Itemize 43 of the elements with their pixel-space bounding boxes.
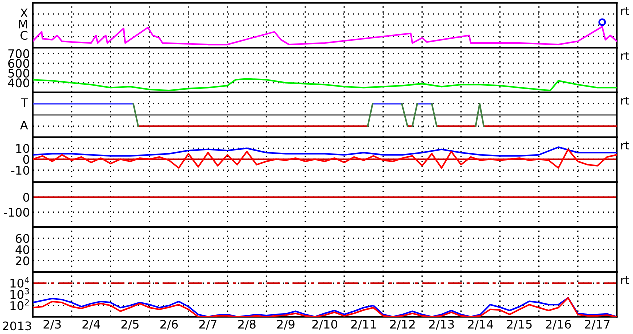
text: T	[21, 98, 28, 108]
x-tick-label: 2/9	[277, 320, 295, 330]
line-series	[33, 148, 617, 169]
text: rt	[622, 142, 630, 150]
x-tick-label: 2/16	[546, 320, 572, 330]
text: rt	[622, 7, 630, 16]
y-tick-label: 600	[8, 59, 30, 68]
y-tick-label: -10	[12, 166, 30, 176]
x-axis-title: 2013	[3, 322, 32, 331]
x-tick-label: 2/5	[122, 320, 139, 330]
y-tick-label: 400	[8, 78, 30, 88]
x-tick-label: 2/11	[352, 320, 376, 330]
text: rt	[622, 276, 630, 284]
y-tick-label: 10$^{4}$	[10, 277, 30, 288]
x-tick-label: 2/12	[390, 320, 415, 330]
x-tick-label: 2/13	[429, 320, 454, 330]
x-tick-label: 2/7	[200, 320, 217, 330]
text: A	[20, 121, 28, 130]
y-tick-label: 0	[23, 155, 30, 164]
y-tick-label: 500	[8, 68, 30, 78]
x-tick-label: 2/3	[44, 320, 62, 330]
y-tick-label: 10$^{3}$	[10, 288, 30, 300]
text: rt	[622, 96, 630, 105]
text: X	[20, 8, 28, 18]
x-tick-label: 2/17	[585, 320, 610, 330]
x-tick-label: 2/10	[312, 320, 338, 330]
y-tick-label: 10$^{2}$	[10, 300, 30, 310]
x-tick-label: 2/4	[82, 320, 100, 330]
x-tick-label: 2/14	[468, 320, 494, 330]
y-tick-label: 10	[16, 144, 30, 154]
text: M	[19, 20, 28, 29]
x-tick-label: 2/15	[507, 320, 532, 330]
y-tick-label: -100	[4, 208, 30, 217]
line-series	[33, 146, 617, 157]
x-tick-label: 2/6	[160, 320, 178, 330]
text: C	[20, 31, 28, 40]
y-tick-label: 60	[16, 234, 30, 244]
y-tick-label: 40	[16, 245, 30, 254]
text: rt	[622, 52, 630, 60]
y-tick-label: 20	[16, 256, 30, 266]
y-tick-label: 700	[8, 49, 30, 58]
y-tick-label: 0	[23, 193, 30, 202]
x-tick-label: 2/8	[238, 320, 256, 330]
